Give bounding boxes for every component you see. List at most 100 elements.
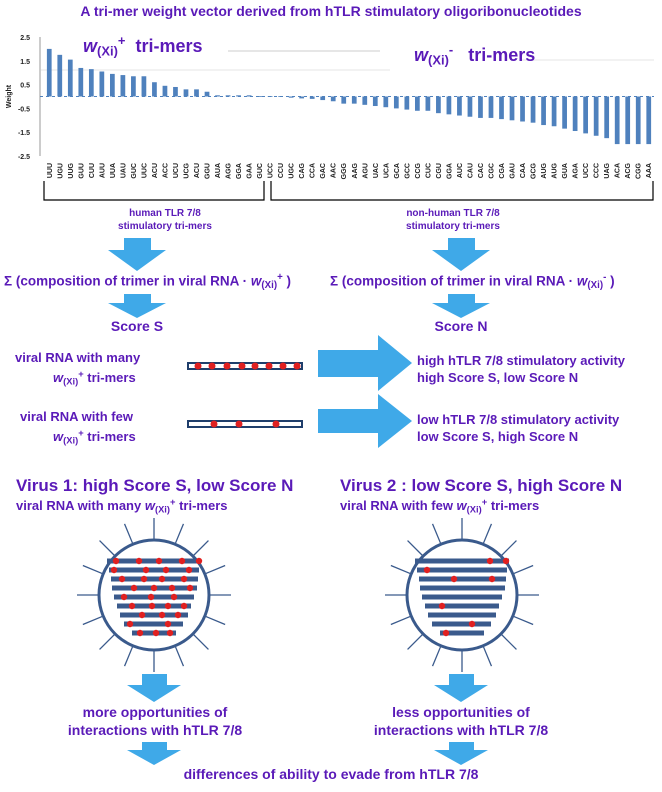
- x-tick-label: AGG: [226, 162, 233, 179]
- x-tick-label: UGU: [57, 163, 64, 179]
- x-tick-label: UUG: [68, 162, 75, 178]
- trimer-dot: [442, 629, 450, 637]
- x-tick-label: CCC: [594, 163, 601, 178]
- bar: [393, 96, 399, 109]
- spike: [512, 564, 534, 575]
- trimer-dot: [128, 602, 136, 610]
- bar: [372, 96, 378, 107]
- x-tick-label: GGA: [236, 163, 243, 179]
- trimer-dot: [158, 575, 166, 583]
- bar: [530, 96, 536, 123]
- bar: [173, 86, 178, 97]
- trimer-dot: [166, 629, 174, 637]
- trimer-dot: [195, 557, 203, 565]
- spike: [123, 523, 134, 545]
- x-tick-label: AAA: [646, 163, 653, 178]
- x-tick-label: UGC: [289, 163, 296, 179]
- bar: [204, 91, 210, 97]
- x-tick-label: GCG: [531, 162, 538, 179]
- bar: [131, 76, 136, 97]
- x-tick-label: CAU: [467, 163, 474, 178]
- x-tick-label: GGA: [446, 163, 453, 179]
- bar: [572, 96, 578, 132]
- x-tick-label: UCU: [173, 163, 180, 178]
- trimer-dot: [140, 575, 148, 583]
- trimer-dot: [488, 575, 496, 583]
- bar: [488, 96, 494, 118]
- trimer-dot: [136, 629, 144, 637]
- bar: [225, 95, 231, 97]
- trimer-dot: [126, 620, 134, 628]
- spike: [99, 633, 116, 650]
- bar: [46, 48, 52, 97]
- trimer-dot: [162, 566, 170, 574]
- trimer-dot: [150, 584, 158, 592]
- bar: [246, 95, 252, 97]
- virus2-title: Virus 2 : low Score S, high Score N: [340, 476, 623, 495]
- x-tick-label: CUC: [425, 163, 432, 178]
- bar: [141, 76, 147, 97]
- human-group-line2: stimulatory tri-mers: [118, 221, 212, 232]
- human-group-line1: human TLR 7/8: [129, 208, 201, 219]
- rna-strand: [420, 585, 505, 591]
- x-tick-label: CAA: [520, 163, 527, 178]
- many-trimers-line1: viral RNA with many: [15, 350, 141, 365]
- x-tick-label: CAC: [478, 163, 485, 178]
- x-tick-label: CCA: [310, 163, 317, 178]
- bar: [236, 95, 241, 97]
- spike: [204, 564, 226, 575]
- bar: [551, 96, 557, 127]
- nonhuman-group-label: non-human TLR 7/8 stimulatory tri-mers: [348, 207, 558, 233]
- arrow-down-5: [127, 674, 181, 702]
- outcome-right-line1: less opportunities of: [392, 704, 530, 720]
- virus2-drawing: [385, 518, 539, 672]
- bar: [646, 96, 652, 145]
- x-tick-label: GCA: [394, 163, 401, 179]
- trimer-dot: [180, 575, 188, 583]
- x-tick-label: GUC: [257, 163, 264, 179]
- arrow-down-3: [108, 294, 166, 318]
- trimer-dot: [423, 566, 431, 574]
- rna-strip-few-dots: [210, 420, 280, 428]
- bar: [78, 67, 84, 97]
- trimer-dot: [438, 602, 446, 610]
- y-tick-label: 1.5: [20, 59, 30, 66]
- bar: [478, 96, 483, 118]
- rna-strand: [440, 630, 484, 636]
- y-tick-label: 0.5: [20, 83, 30, 90]
- trimer-dot: [185, 566, 193, 574]
- trimer-dot: [112, 557, 120, 565]
- result-high-line2: high Score S, low Score N: [417, 370, 579, 385]
- virus2-heading: Virus 2 : low Score S, high Score N vira…: [340, 476, 622, 514]
- score-n-label: Score N: [434, 318, 488, 334]
- x-tick-label: GCC: [404, 163, 411, 179]
- rna-strand: [419, 576, 506, 582]
- rna-strip-many-dots: [194, 362, 301, 370]
- bar: [67, 59, 73, 97]
- bar: [625, 96, 631, 145]
- spike: [82, 615, 104, 626]
- x-tick-label: CCG: [415, 162, 422, 178]
- bar: [583, 96, 589, 134]
- x-tick-label: UUA: [110, 163, 117, 178]
- bar: [425, 96, 431, 111]
- rna-strand: [422, 594, 502, 600]
- x-tick-label: CAG: [299, 162, 306, 178]
- x-tick-label: ACC: [162, 163, 169, 178]
- rna-strand: [428, 612, 496, 618]
- nonhuman-group-line2: stimulatory tri-mers: [406, 221, 500, 232]
- x-tick-label: CGU: [436, 163, 443, 179]
- result-high: high hTLR 7/8 stimulatory activity high …: [417, 352, 625, 386]
- bar: [99, 71, 105, 97]
- arrow-down-4: [432, 294, 490, 318]
- positive-trimer-label: w(Xi)+ tri-mers: [83, 33, 203, 59]
- trimer-dot: [142, 566, 150, 574]
- human-group-label: human TLR 7/8 stimulatory tri-mers: [60, 207, 270, 233]
- bar: [614, 96, 620, 145]
- negative-trimer-label: w(Xi)- tri-mers: [414, 42, 536, 68]
- arrow-down-6: [434, 674, 488, 702]
- trimer-dot: [170, 593, 178, 601]
- arrow-right-2: [318, 394, 412, 448]
- x-tick-label: UUU: [47, 163, 54, 178]
